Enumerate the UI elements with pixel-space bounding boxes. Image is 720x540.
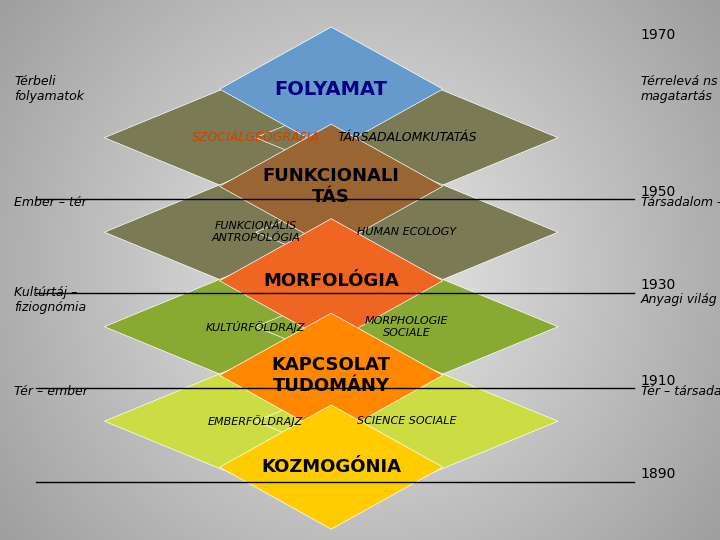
Text: Térbeli
folyamatok: Térbeli folyamatok [14, 75, 84, 103]
Text: 1890: 1890 [641, 467, 676, 481]
Text: 1970: 1970 [641, 28, 676, 42]
Text: 1950: 1950 [641, 185, 676, 199]
Polygon shape [104, 76, 407, 200]
Text: SZOCIÁLGEOGRÁFIA: SZOCIÁLGEOGRÁFIA [192, 131, 320, 144]
Text: 1910: 1910 [641, 374, 676, 388]
Polygon shape [220, 219, 443, 343]
Text: HUMAN ECOLOGY: HUMAN ECOLOGY [357, 227, 456, 237]
Polygon shape [104, 359, 407, 483]
Text: 1930: 1930 [641, 278, 676, 292]
Text: KAPCSOLAT
TUDOMÁNY: KAPCSOLAT TUDOMÁNY [271, 356, 391, 395]
Text: FOLYAMAT: FOLYAMAT [275, 79, 387, 99]
Polygon shape [104, 170, 407, 294]
Text: FUNKCIONÁLIS
ANTROPOLÓGIA: FUNKCIONÁLIS ANTROPOLÓGIA [211, 221, 300, 243]
Polygon shape [256, 76, 558, 200]
Text: EMBERFÖLDRAJZ: EMBERFÖLDRAJZ [208, 415, 303, 427]
Text: KULTÚRFÖLDRAJZ: KULTÚRFÖLDRAJZ [206, 321, 305, 333]
Text: SCIENCE SOCIALE: SCIENCE SOCIALE [357, 416, 456, 426]
Text: Ember – tér: Ember – tér [14, 196, 87, 209]
Polygon shape [220, 124, 443, 248]
Polygon shape [104, 265, 407, 389]
Polygon shape [256, 265, 558, 389]
Text: MORFOLÓGIA: MORFOLÓGIA [264, 272, 399, 290]
Text: KOZMOGÓNIA: KOZMOGÓNIA [261, 458, 401, 476]
Text: Kultúrtáj –
fiziognómia: Kultúrtáj – fiziognómia [14, 286, 86, 314]
Text: Tér – társadalom: Tér – társadalom [641, 385, 720, 398]
Text: Társadalom – tér: Társadalom – tér [641, 196, 720, 209]
Text: MORPHOLOGIE
SOCIALE: MORPHOLOGIE SOCIALE [365, 316, 449, 338]
Polygon shape [256, 359, 558, 483]
Text: TÁRSADALOMKUTATÁS: TÁRSADALOMKUTATÁS [337, 131, 477, 144]
Polygon shape [220, 313, 443, 437]
Text: Anyagi világ: Anyagi világ [641, 293, 717, 306]
Text: Tér – ember: Tér – ember [14, 385, 89, 398]
Polygon shape [220, 405, 443, 529]
Text: FUNKCIONALI
TÁS: FUNKCIONALI TÁS [263, 167, 400, 206]
Polygon shape [256, 170, 558, 294]
Text: Térrelevá ns
magatartás: Térrelevá ns magatartás [641, 75, 717, 103]
Polygon shape [220, 27, 443, 151]
